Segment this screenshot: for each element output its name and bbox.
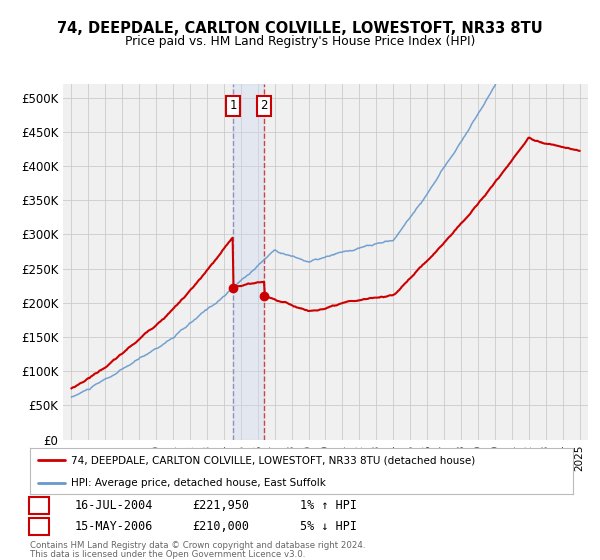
Text: 15-MAY-2006: 15-MAY-2006 <box>75 520 154 533</box>
Text: 1: 1 <box>35 498 43 512</box>
Text: 1: 1 <box>229 99 237 113</box>
Text: Contains HM Land Registry data © Crown copyright and database right 2024.: Contains HM Land Registry data © Crown c… <box>30 541 365 550</box>
Text: £221,950: £221,950 <box>192 498 249 512</box>
Text: 1% ↑ HPI: 1% ↑ HPI <box>300 498 357 512</box>
Bar <box>233 84 264 440</box>
Text: 2: 2 <box>260 99 268 113</box>
Text: Price paid vs. HM Land Registry's House Price Index (HPI): Price paid vs. HM Land Registry's House … <box>125 35 475 48</box>
Text: 74, DEEPDALE, CARLTON COLVILLE, LOWESTOFT, NR33 8TU: 74, DEEPDALE, CARLTON COLVILLE, LOWESTOF… <box>57 21 543 36</box>
Text: HPI: Average price, detached house, East Suffolk: HPI: Average price, detached house, East… <box>71 478 326 488</box>
Text: 2: 2 <box>35 520 43 533</box>
Text: 74, DEEPDALE, CARLTON COLVILLE, LOWESTOFT, NR33 8TU (detached house): 74, DEEPDALE, CARLTON COLVILLE, LOWESTOF… <box>71 455 475 465</box>
Text: 5% ↓ HPI: 5% ↓ HPI <box>300 520 357 533</box>
Text: This data is licensed under the Open Government Licence v3.0.: This data is licensed under the Open Gov… <box>30 550 305 559</box>
Text: £210,000: £210,000 <box>192 520 249 533</box>
Text: 16-JUL-2004: 16-JUL-2004 <box>75 498 154 512</box>
